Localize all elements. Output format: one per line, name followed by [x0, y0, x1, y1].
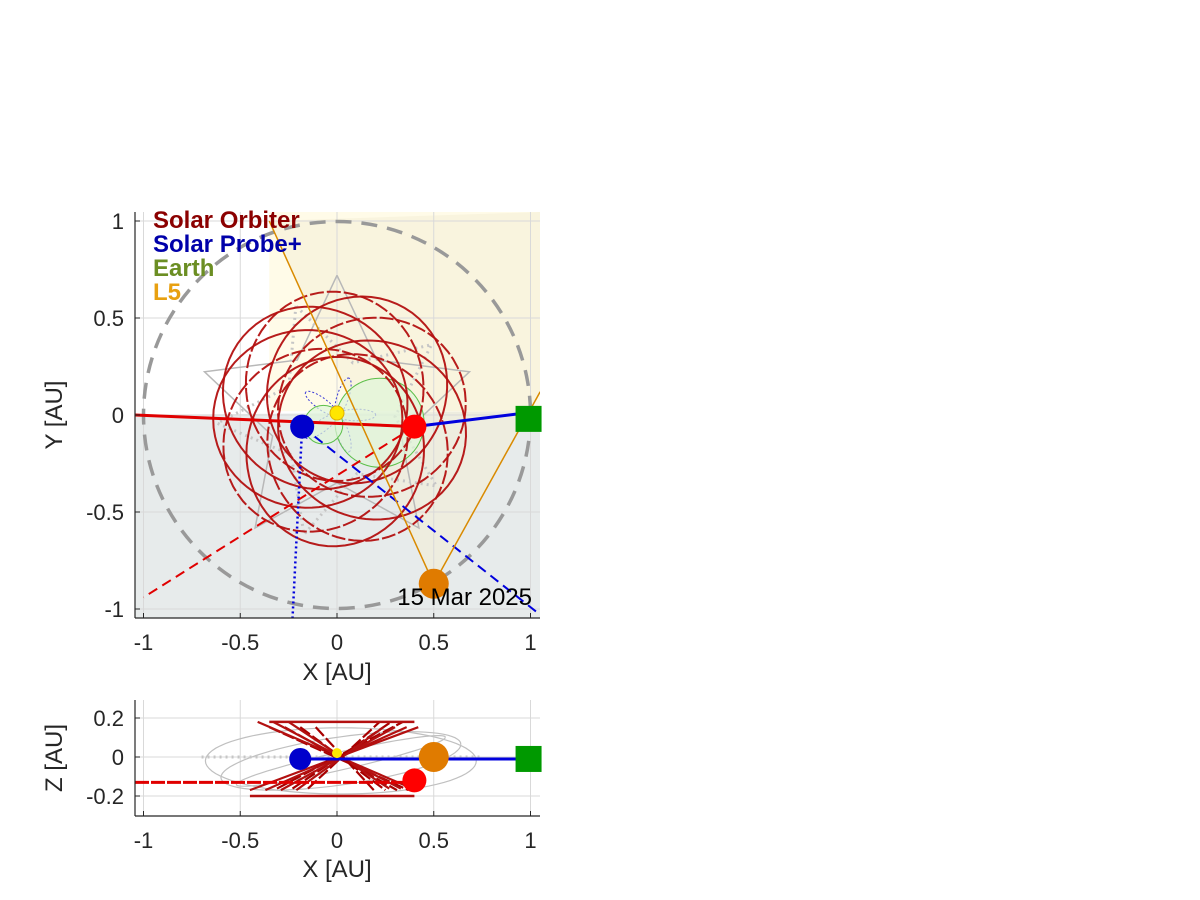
side-l5-marker — [418, 742, 449, 772]
top-y-tick-label-4: 1 — [112, 209, 124, 234]
top-y-tick-label-2: 0 — [112, 403, 124, 428]
bottom-x-axis-label: X [AU] — [302, 856, 371, 883]
bottom-x-tick-label-0: -1 — [134, 828, 154, 853]
side-grey-loop-1 — [220, 731, 462, 791]
so-ecliptic-line — [135, 413, 415, 429]
solar-orbiter-orbit-6 — [265, 295, 449, 485]
solar-probe-marker — [290, 414, 315, 439]
top-y-tick-label-3: 0.5 — [93, 306, 124, 331]
top-x-axis-label: X [AU] — [302, 659, 371, 686]
top-x-tick-label-1: -0.5 — [221, 630, 259, 655]
sun-marker — [329, 405, 345, 421]
legend-solar-orbiter: Solar Orbiter — [153, 207, 300, 234]
top-tick-labels: -1 -0.5 0 0.5 1 -1 -0.5 0 0.5 1 — [86, 209, 537, 655]
side-sun-marker — [332, 748, 342, 759]
side-view-plot: -1 -0.5 0 0.5 1 -0.2 0 0.2 X [AU] Z [AU] — [41, 700, 542, 883]
top-x-tick-label-0: -1 — [134, 630, 154, 655]
bottom-axes — [134, 700, 540, 817]
date-label: 15 Mar 2025 — [397, 584, 532, 611]
bottom-x-tick-label-3: 0.5 — [418, 828, 449, 853]
side-solar-orbiter-marker — [402, 768, 427, 793]
legend-solar-probe: Solar Probe+ — [153, 231, 302, 258]
bottom-connection-lines — [135, 757, 529, 784]
bottom-x-tick-label-1: -0.5 — [221, 828, 259, 853]
bottom-body-markers — [289, 742, 542, 793]
solar-orbiter-marker — [402, 414, 427, 439]
legend-earth: Earth — [153, 255, 214, 282]
side-grey-loop-2 — [235, 735, 446, 787]
solar-probe-loop-2 — [304, 390, 338, 417]
sp-dotted-line — [291, 426, 304, 618]
top-x-tick-label-3: 0.5 — [418, 630, 449, 655]
so-dashed-line — [142, 425, 415, 599]
bottom-tick-labels: -1 -0.5 0 0.5 1 -0.2 0 0.2 — [86, 706, 537, 853]
top-y-tick-label-1: -0.5 — [86, 500, 124, 525]
bottom-y-tick-label-1: 0 — [112, 745, 124, 770]
sp-dashed-line — [301, 425, 540, 616]
top-body-markers — [290, 405, 542, 599]
side-solar-probe-marker — [289, 747, 312, 770]
legend-l5: L5 — [153, 279, 181, 306]
l5-line-0 — [268, 220, 435, 585]
bottom-x-tick-label-2: 0 — [331, 828, 343, 853]
top-x-tick-label-2: 0 — [331, 630, 343, 655]
grey-dotted-track — [213, 304, 440, 538]
top-y-axis-label: Y [AU] — [41, 381, 68, 450]
top-x-tick-label-4: 1 — [524, 630, 536, 655]
legend: Solar Orbiter Solar Probe+ Earth L5 — [153, 207, 302, 306]
top-axes — [134, 212, 540, 619]
top-view-plot: -1 -0.5 0 0.5 1 -1 -0.5 0 0.5 1 X [AU] Y [AU] Sol… — [41, 207, 542, 686]
bottom-y-tick-label-0: -0.2 — [86, 784, 124, 809]
bottom-y-tick-label-2: 0.2 — [93, 706, 124, 731]
l5-marker — [418, 568, 449, 599]
bottom-x-tick-label-4: 1 — [524, 828, 536, 853]
side-earth-marker — [515, 745, 542, 772]
side-so-track-b-6 — [314, 726, 375, 791]
earth-marker — [515, 405, 542, 432]
top-y-tick-label-0: -1 — [104, 597, 124, 622]
bottom-y-axis-label: Z [AU] — [41, 724, 68, 792]
